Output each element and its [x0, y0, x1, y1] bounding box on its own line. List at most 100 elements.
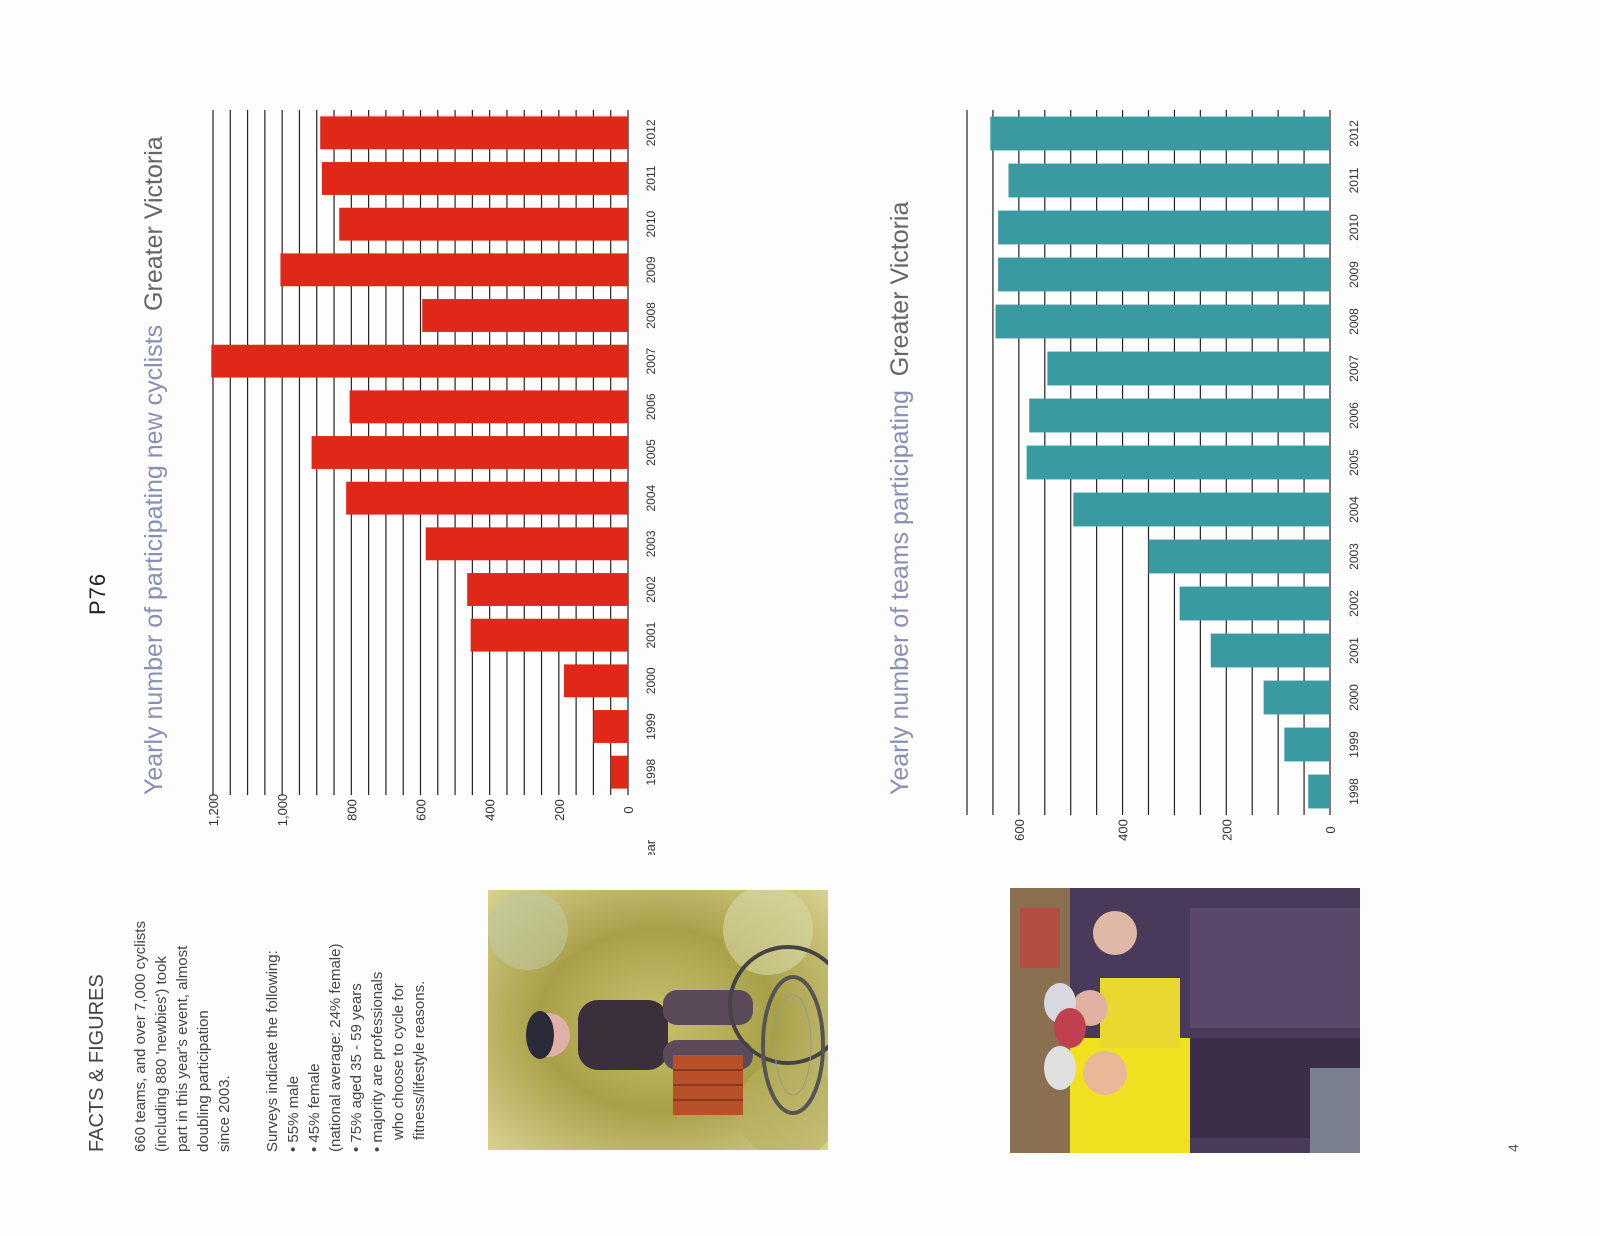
- x-tick-label: 1998: [644, 758, 658, 785]
- page-label: P76: [85, 572, 110, 615]
- facts-intro-line: (including 880 'newbies') took: [153, 956, 170, 1152]
- chart2-title-text: Yearly number of teams participating: [886, 390, 914, 795]
- bar-2009: [998, 257, 1330, 292]
- group-photo: [1010, 888, 1360, 1153]
- x-tick-label: 2011: [1347, 167, 1361, 193]
- bar-2007: [1047, 351, 1330, 386]
- x-tick-label: 1998: [1347, 778, 1361, 805]
- x-tick-label: 2000: [644, 667, 658, 694]
- bar-2001: [1210, 633, 1330, 668]
- bar-2005: [1026, 445, 1330, 480]
- y-tick-label: 600: [1012, 819, 1027, 841]
- cyclist-photo: [488, 890, 828, 1150]
- survey-line: fitness/lifestyle reasons.: [411, 980, 428, 1140]
- facts-intro: 660 teams, and over 7,000 cyclists (incl…: [130, 921, 235, 1152]
- bar-2001: [470, 618, 628, 652]
- x-tick-label: 2010: [1347, 214, 1361, 241]
- chart-new-cyclists: 0 200 400 600 800 1,000 1,200 1998 1999 2000 2001 2…: [206, 110, 658, 855]
- x-tick-label: 2005: [644, 439, 658, 466]
- x-tick-label: 2003: [644, 530, 658, 557]
- survey-line: • 45% female: [306, 1063, 323, 1152]
- facts-intro-line: doubling participation: [195, 1010, 212, 1152]
- bar-2000: [564, 664, 628, 698]
- facts-survey: Surveys indicate the following: • 55% ma…: [262, 944, 430, 1152]
- bar-1998: [1308, 774, 1330, 809]
- survey-line: • majority are professionals: [369, 971, 386, 1152]
- x-tick-label: 2010: [644, 210, 658, 237]
- x-tick-label: 2007: [644, 347, 658, 374]
- y-tick-label: 1,200: [206, 794, 221, 827]
- x-tick-label: 2002: [1347, 590, 1361, 617]
- bar-2000: [1263, 680, 1330, 715]
- x-tick-label: 2002: [644, 576, 658, 603]
- survey-line: who choose to cycle for: [390, 983, 407, 1140]
- chart2-subtitle: Greater Victoria: [886, 201, 914, 377]
- bar-2003: [1148, 539, 1330, 574]
- x-tick-label: 2009: [1347, 261, 1361, 288]
- bar-1999: [593, 710, 628, 743]
- y-tick-label: 0: [1323, 826, 1338, 833]
- x-tick-label: 2006: [1347, 402, 1361, 429]
- bar-2004: [346, 481, 628, 515]
- x-tick-label: 2000: [1347, 684, 1361, 711]
- x-tick-label: 2012: [644, 119, 658, 146]
- bar-2004: [1073, 492, 1330, 527]
- facts-intro-line: 660 teams, and over 7,000 cyclists: [132, 921, 149, 1152]
- survey-line: Surveys indicate the following:: [264, 950, 281, 1152]
- bar-2002: [467, 573, 628, 606]
- facts-intro-line: since 2003.: [216, 1075, 233, 1152]
- bar-1998: [610, 755, 628, 789]
- y-tick-label: 800: [344, 799, 359, 821]
- y-tick-label: 200: [552, 799, 567, 821]
- x-tick-label: 2006: [644, 393, 658, 420]
- bar-2009: [280, 253, 628, 287]
- bar-2008: [995, 304, 1330, 339]
- x-tick-label: 1999: [1347, 731, 1361, 758]
- bar-2011: [1008, 163, 1330, 198]
- x-tick-label: 2004: [644, 484, 658, 511]
- x-tick-label: 2003: [1347, 543, 1361, 570]
- x-tick-label: 2008: [644, 302, 658, 329]
- facts-heading: FACTS & FIGURES: [86, 974, 108, 1152]
- chart1-title-text: Yearly number of participating new cycli…: [140, 324, 168, 795]
- cyclist-photo-image: [488, 890, 828, 1150]
- x-tick-label: 1999: [644, 713, 658, 740]
- x-tick-label: 2009: [644, 256, 658, 283]
- survey-line: (national average: 24% female): [327, 943, 344, 1152]
- x-tick-label: 2012: [1347, 120, 1361, 147]
- bar-2006: [349, 390, 628, 424]
- y-tick-label: 0: [621, 806, 636, 813]
- x-tick-label: 2008: [1347, 308, 1361, 335]
- bar-2007: [211, 344, 629, 378]
- bar-2010: [998, 210, 1330, 245]
- x-tick-label: 2001: [1347, 637, 1361, 664]
- facts-intro-line: part in this year's event, almost: [174, 945, 191, 1152]
- x-tick-label: 2011: [644, 165, 658, 191]
- bar-2006: [1029, 398, 1330, 433]
- x-axis-label: Year: [643, 839, 658, 855]
- x-tick-label: 2005: [1347, 449, 1361, 476]
- bar-2008: [422, 299, 628, 332]
- footer-page-number: 4: [1505, 1144, 1521, 1152]
- bar-2010: [339, 207, 628, 241]
- bar-1999: [1284, 727, 1330, 762]
- chart1-subtitle: Greater Victoria: [140, 136, 168, 311]
- y-tick-label: 400: [1116, 819, 1131, 841]
- chart-teams: 0 200 400 600 1998 1999 2000 2001 2002 2003 2004 20…: [966, 110, 1361, 841]
- chart2-title: Yearly number of teams participating Gre…: [886, 202, 915, 795]
- survey-line: • 55% male: [285, 1075, 302, 1152]
- x-tick-label: 2004: [1347, 496, 1361, 523]
- bar-2003: [425, 527, 628, 561]
- y-tick-label: 400: [483, 799, 498, 821]
- bar-2012: [990, 116, 1330, 151]
- survey-line: • 75% aged 35 - 59 years: [348, 983, 365, 1152]
- y-tick-label: 1,000: [275, 794, 290, 827]
- bar-2002: [1179, 586, 1330, 621]
- y-tick-label: 600: [414, 799, 429, 821]
- bar-2011: [321, 162, 628, 195]
- x-tick-label: 2007: [1347, 355, 1361, 382]
- group-photo-image: [1010, 888, 1360, 1153]
- y-tick-label: 200: [1219, 819, 1234, 841]
- x-tick-label: 2001: [644, 621, 658, 648]
- chart1-title: Yearly number of participating new cycli…: [140, 136, 169, 795]
